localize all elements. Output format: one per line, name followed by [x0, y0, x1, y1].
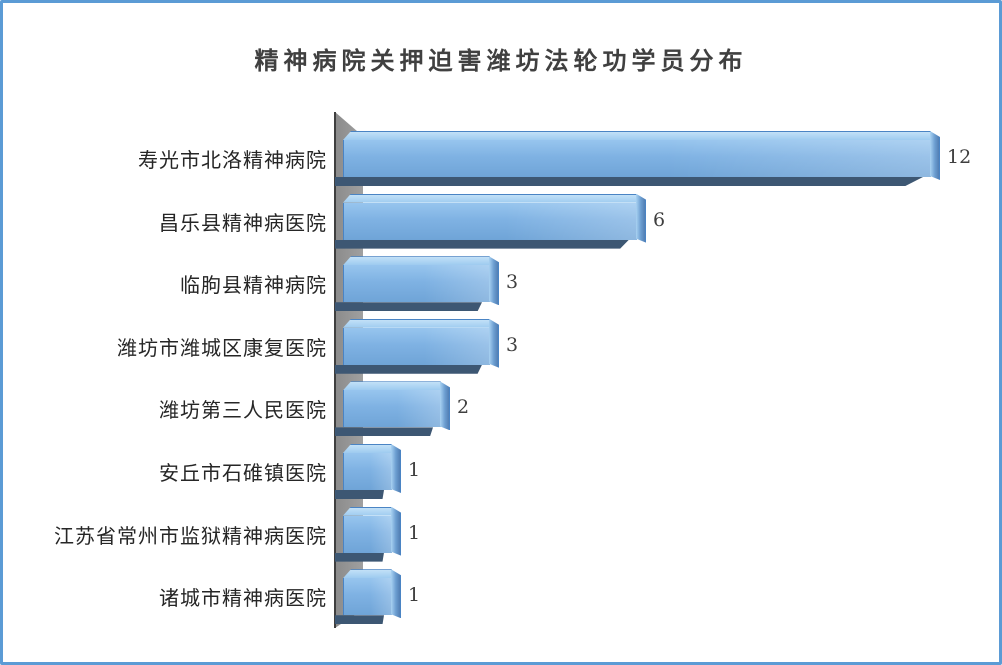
- bar-end-cap: [636, 194, 646, 243]
- plot-area: 寿光市北洛精神病院 12 昌乐县精神病医院 6 临朐县精神病院 3 潍坊市潍城区康复医院 3 潍…: [3, 3, 999, 662]
- bar-top-face: [343, 256, 490, 266]
- chart-title: 精神病院关押迫害潍坊法轮功学员分布: [254, 46, 748, 75]
- bar-bottom-shadow: [335, 302, 482, 312]
- bar-top-face: [343, 131, 931, 140]
- bar-front-face: [343, 327, 490, 365]
- category-label: 江苏省常州市监狱精神病医院: [54, 523, 327, 548]
- bar-end-cap: [930, 131, 940, 180]
- category-label: 安丘市石碓镇医院: [159, 461, 327, 485]
- bar-3d: [335, 381, 441, 437]
- bar-3d: [335, 193, 637, 249]
- bar-bottom-shadow: [335, 427, 433, 437]
- bar-front-face: [343, 515, 392, 553]
- value-label: 3: [506, 333, 519, 356]
- value-label: 3: [506, 271, 519, 294]
- bar-end-cap: [489, 256, 499, 305]
- bar-bottom-shadow: [335, 239, 629, 249]
- category-label: 潍坊第三人民医院: [159, 398, 327, 423]
- bar-top-face: [343, 193, 637, 203]
- bar-top-face: [343, 444, 392, 453]
- bar-end-cap: [489, 319, 499, 368]
- bar-end-cap: [391, 444, 401, 493]
- value-label: 1: [408, 459, 421, 481]
- value-label: 12: [947, 146, 972, 168]
- value-label: 1: [408, 521, 421, 544]
- bar-top-face: [343, 569, 392, 579]
- bar-bottom-shadow: [335, 364, 482, 374]
- bar-bottom-shadow: [335, 177, 923, 186]
- value-label: 2: [457, 396, 470, 419]
- bar-front-face: [343, 265, 490, 303]
- value-label: 1: [408, 584, 421, 607]
- value-label: 6: [653, 208, 666, 231]
- bar-front-face: [343, 202, 637, 240]
- bar-top-face: [343, 506, 392, 516]
- bar-bottom-shadow: [335, 552, 384, 562]
- bar-front-face: [343, 140, 931, 177]
- category-label: 诸城市精神病医院: [159, 586, 327, 611]
- bar-3d: [335, 256, 490, 312]
- bar-front-face: [343, 390, 441, 428]
- category-label: 临朐县精神病院: [180, 273, 327, 298]
- bar-end-cap: [391, 569, 401, 618]
- category-label: 寿光市北洛精神病院: [138, 148, 327, 172]
- bar-3d: [335, 318, 490, 374]
- bar-front-face: [343, 453, 392, 490]
- bar-bottom-shadow: [335, 490, 384, 499]
- category-label: 潍坊市潍城区康复医院: [117, 335, 327, 360]
- bar-front-face: [343, 578, 392, 616]
- bar-top-face: [343, 381, 441, 391]
- bar-end-cap: [391, 507, 401, 556]
- bar-3d: [335, 444, 392, 499]
- bar-bottom-shadow: [335, 615, 384, 625]
- bar-top-face: [343, 318, 490, 328]
- bar-3d: [335, 569, 392, 625]
- bar-end-cap: [440, 381, 450, 430]
- bar-3d: [335, 131, 931, 186]
- category-label: 昌乐县精神病医院: [159, 210, 327, 235]
- bar-3d: [335, 506, 392, 562]
